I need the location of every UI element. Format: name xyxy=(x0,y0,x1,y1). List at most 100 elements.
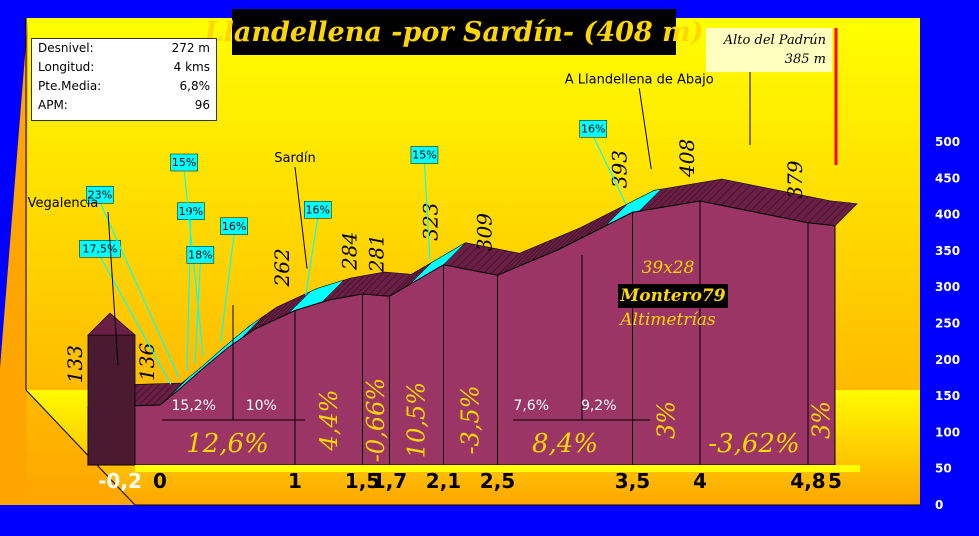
credit-subtitle: Altimetrías xyxy=(620,310,716,330)
surface-ridge xyxy=(369,272,392,295)
x-tick-label: 1,5 xyxy=(345,469,380,493)
surface-ridge xyxy=(355,272,378,296)
front-face xyxy=(87,200,836,466)
x-tick-label: -0,2 xyxy=(98,469,142,493)
surface-ridge xyxy=(152,382,176,406)
ramp-label: 15% xyxy=(172,156,196,169)
segment-gradient: 12,6% xyxy=(186,429,269,459)
surface-ridge xyxy=(450,243,473,267)
sub-gradient: 10% xyxy=(246,398,277,414)
ramp-badge xyxy=(304,201,332,219)
ramp-badge xyxy=(177,202,205,220)
segment-gradient: 3% xyxy=(652,401,680,439)
sub-gradient: 9,2% xyxy=(581,398,617,414)
surface-ridge xyxy=(328,277,351,301)
surface-ridge xyxy=(558,227,581,250)
place-label: Sardín xyxy=(274,151,315,166)
ramp-leader xyxy=(99,202,180,378)
stat-row-pendiente: Pte.Media: 6,8% xyxy=(32,77,216,96)
surface-ridge xyxy=(524,241,547,265)
stat-label: Pte.Media: xyxy=(38,79,102,93)
x-tick-label: 2,5 xyxy=(480,469,515,493)
y-tick-label: 100 xyxy=(935,425,960,439)
stat-value: 96 xyxy=(194,98,210,112)
sub-gradient: 7,6% xyxy=(513,398,549,414)
surface-ridge xyxy=(138,383,161,406)
surface-ridge xyxy=(254,307,277,330)
surface-ridge xyxy=(544,233,567,256)
y-tick-label: 500 xyxy=(935,135,960,149)
surface-ridge xyxy=(335,276,358,300)
altitude-label: 323 xyxy=(419,203,443,241)
altitude-label: 133 xyxy=(63,345,87,383)
floor-edge xyxy=(25,389,136,506)
altitude-label: 284 xyxy=(338,232,362,271)
surface-ridge xyxy=(652,186,675,210)
surface-ridge xyxy=(456,245,480,268)
stat-label: APM: xyxy=(38,98,68,112)
surface-ridge xyxy=(585,213,608,237)
surface-ridge xyxy=(828,202,851,226)
surface-ridge xyxy=(598,207,621,230)
x-tick-label: 5 xyxy=(828,469,842,493)
start-top xyxy=(87,312,136,336)
altitude-label: 408 xyxy=(675,139,699,178)
surface-ridge xyxy=(261,303,284,327)
y-tick-label: 200 xyxy=(935,353,960,367)
chart-title: Llandellena -por Sardín- (408 m) xyxy=(205,9,703,55)
segment-gradient: 10,5% xyxy=(403,382,431,458)
surface-ridge xyxy=(591,210,615,233)
altitude-label: 393 xyxy=(608,150,632,188)
altitude-label: 136 xyxy=(135,343,159,381)
surface-ridge xyxy=(757,190,780,213)
ramp-label: 18% xyxy=(188,248,212,261)
base-strip xyxy=(135,465,860,472)
pass-label-box: Alto del Padrún 385 m xyxy=(706,28,832,72)
stat-row-desnivel: Desnivel: 272 m xyxy=(32,39,216,58)
surface-ridge xyxy=(342,275,365,298)
surface-ridge xyxy=(742,187,766,210)
altitude-label: 262 xyxy=(270,248,294,287)
surface-ridge xyxy=(821,202,844,225)
y-tick-label: 350 xyxy=(935,244,960,258)
surface-ridge xyxy=(800,199,824,222)
surface-ridge xyxy=(348,274,372,297)
surface-ridge xyxy=(510,247,534,270)
stat-row-apm: APM: 96 xyxy=(32,96,216,115)
surface-ridge xyxy=(686,181,709,204)
surface-ridge xyxy=(645,187,669,211)
surface-ridge xyxy=(706,180,730,203)
surface-ridge xyxy=(793,197,816,221)
x-tick-label: 1,7 xyxy=(372,469,407,493)
surface-ridge xyxy=(764,191,788,215)
pass-altitude: 385 m xyxy=(784,52,826,67)
y-tick-label: 150 xyxy=(935,389,960,403)
place-label: A Llandellena de Abajo xyxy=(565,72,714,87)
surface-ridge xyxy=(672,183,696,206)
y-tick-label: 450 xyxy=(935,171,960,185)
segment-gradient: -0,66% xyxy=(362,378,390,462)
surface-ridge xyxy=(578,217,601,240)
surface-ridge xyxy=(389,274,412,297)
ramp-leader xyxy=(592,135,627,204)
ramp-leader xyxy=(186,218,192,371)
surface-ridge xyxy=(778,194,802,218)
stat-label: Longitud: xyxy=(38,60,95,74)
ramp-label: 15% xyxy=(412,149,436,162)
y-tick-label: 400 xyxy=(935,208,960,222)
stat-label: Desnivel: xyxy=(38,41,94,55)
ramp-leader xyxy=(194,262,201,364)
surface-ridge xyxy=(564,224,588,247)
ramp-leader xyxy=(305,217,319,296)
credit-author: Montero79 xyxy=(618,284,728,308)
ramp-badge xyxy=(220,217,248,235)
y-tick-label: 50 xyxy=(935,462,952,476)
surface-ridge xyxy=(693,179,716,203)
surface-ridge xyxy=(659,185,682,208)
stat-row-longitud: Longitud: 4 kms xyxy=(32,58,216,77)
x-tick-label: 3,5 xyxy=(615,469,650,493)
place-leader xyxy=(107,211,119,366)
surface-ridge xyxy=(679,182,702,205)
